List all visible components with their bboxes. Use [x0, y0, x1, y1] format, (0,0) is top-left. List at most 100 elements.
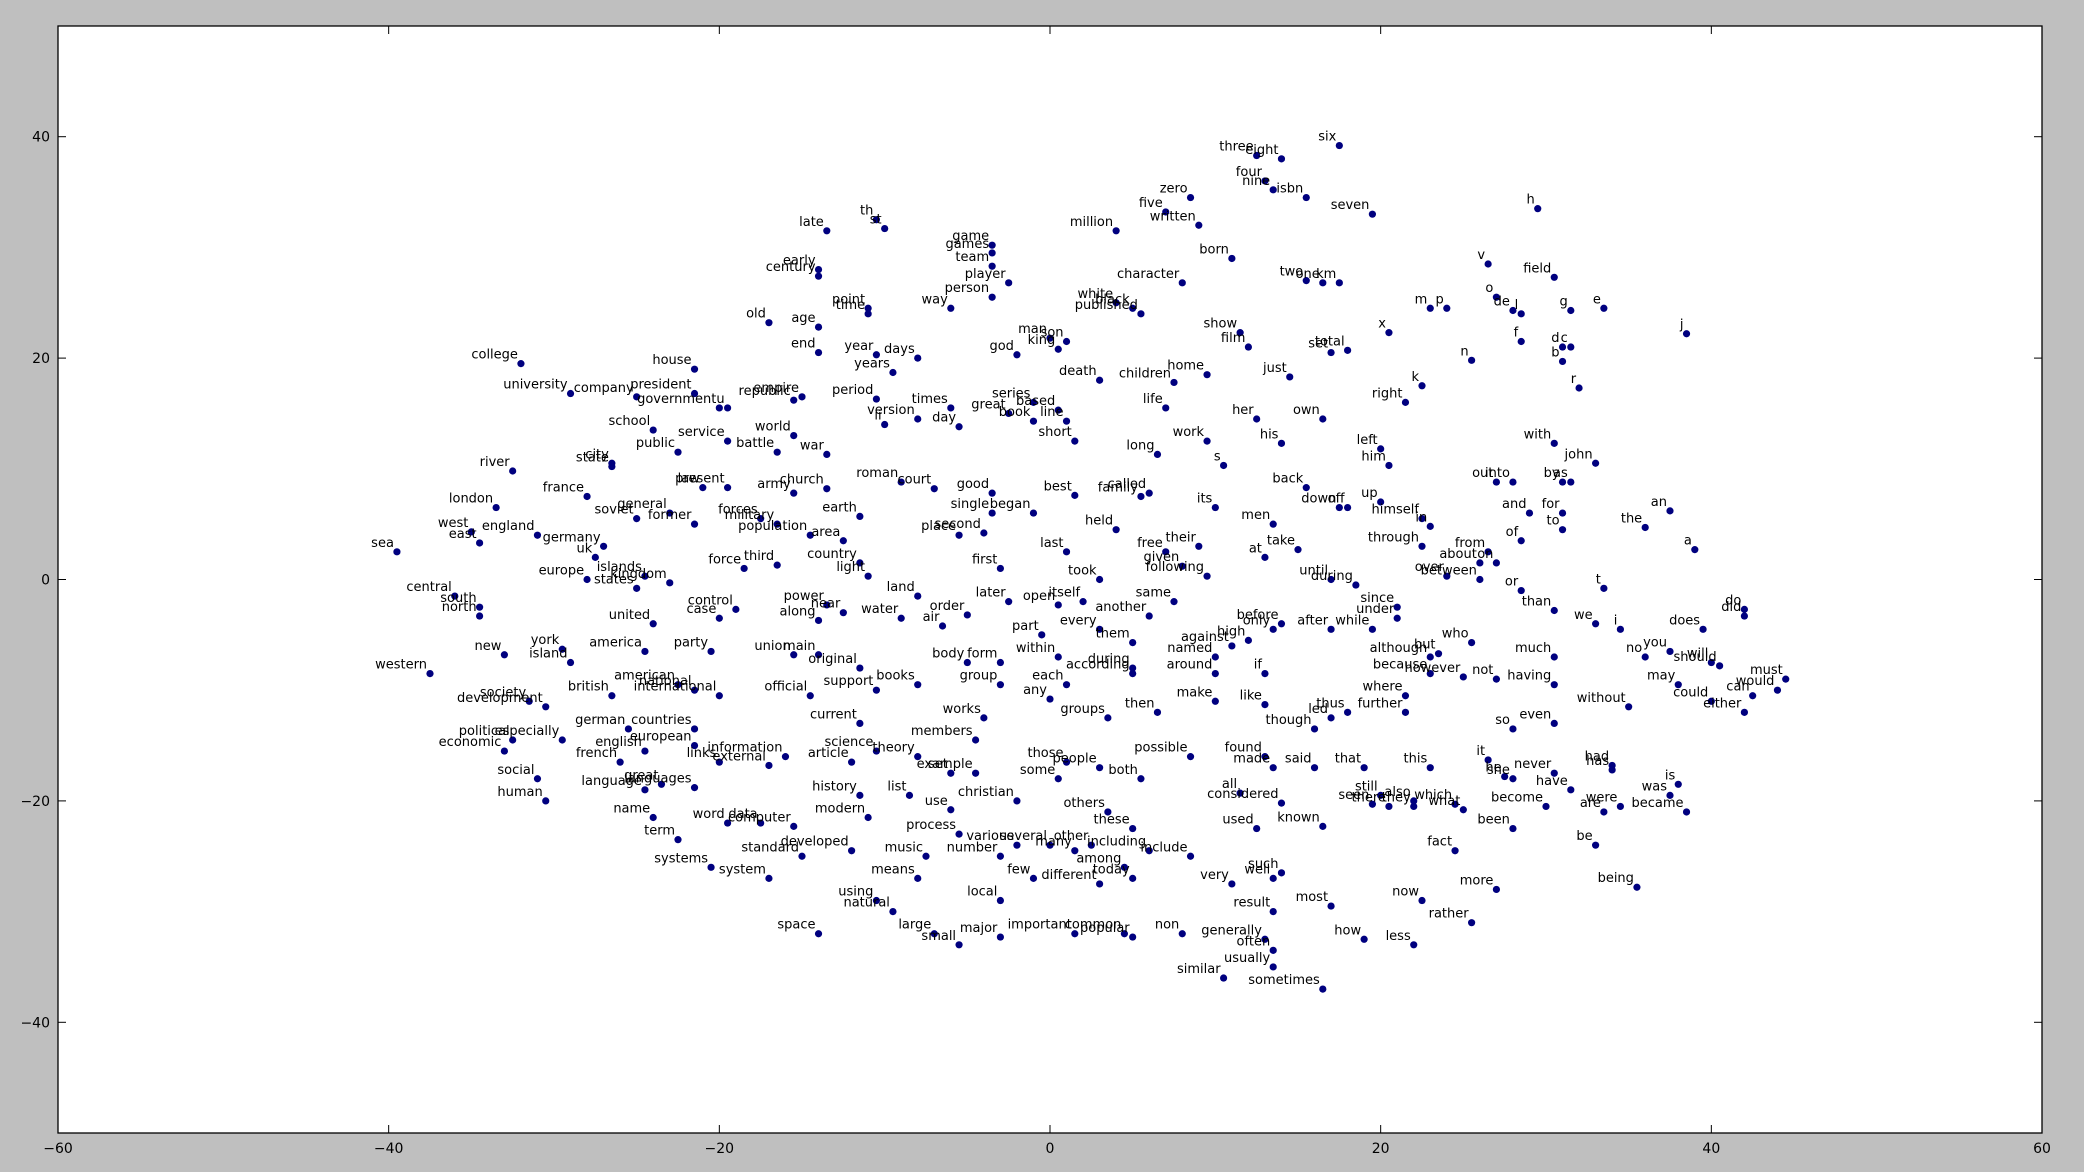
- data-point: [690, 686, 699, 694]
- data-point: [1137, 492, 1145, 501]
- point-label: those: [1027, 746, 1063, 761]
- point-label: short: [1038, 425, 1071, 440]
- data-point: [773, 448, 781, 456]
- data-point: [1129, 874, 1137, 882]
- point-label: law: [678, 472, 701, 487]
- data-point: [1261, 753, 1269, 761]
- data-point: [1236, 789, 1244, 797]
- data-point: [823, 601, 831, 609]
- point-label: who: [1442, 627, 1469, 642]
- data-point: [1592, 459, 1600, 467]
- point-label: about: [1439, 547, 1477, 562]
- data-point: [1112, 299, 1120, 307]
- point-label: u: [716, 392, 724, 407]
- data-point: [732, 605, 740, 613]
- data-point: [1319, 415, 1327, 423]
- point-label: are: [1580, 796, 1601, 811]
- point-label: data: [728, 807, 757, 822]
- data-point: [1302, 193, 1310, 202]
- point-label: o: [1485, 281, 1493, 296]
- point-label: to: [1546, 514, 1559, 529]
- point-label: today: [1093, 862, 1130, 877]
- data-point: [1186, 852, 1195, 860]
- point-label: out: [1472, 466, 1493, 481]
- point-label: members: [911, 724, 973, 739]
- y-axis: −40 −20 0 20 40: [20, 130, 2042, 1031]
- data-point: [1170, 598, 1178, 606]
- data-point: [1426, 764, 1434, 772]
- data-point: [558, 736, 566, 744]
- point-label: there: [1352, 790, 1386, 805]
- data-point: [1054, 653, 1062, 661]
- data-point: [500, 651, 508, 659]
- data-point: [1029, 874, 1038, 882]
- data-point: [1468, 356, 1476, 364]
- data-point: [955, 830, 963, 838]
- point-label: published: [1075, 298, 1138, 313]
- data-point: [715, 614, 723, 622]
- point-label: three: [1219, 140, 1253, 155]
- point-label: did: [1721, 600, 1741, 615]
- point-label: these: [1094, 813, 1130, 828]
- data-point: [699, 484, 707, 492]
- point-label: just: [1262, 361, 1287, 376]
- point-label: links: [687, 746, 717, 761]
- point-label: others: [1063, 796, 1105, 811]
- data-point: [872, 395, 881, 403]
- data-point: [1319, 822, 1327, 830]
- point-label: much: [1515, 641, 1551, 656]
- point-label: her: [1232, 403, 1254, 418]
- point-label: and: [1502, 497, 1526, 512]
- data-point: [1517, 337, 1525, 346]
- data-point: [1162, 208, 1170, 216]
- data-point: [583, 575, 591, 584]
- data-point: [715, 692, 723, 700]
- point-label: party: [674, 635, 709, 650]
- data-point: [724, 819, 732, 827]
- point-label: for: [1542, 497, 1561, 512]
- data-point: [1294, 546, 1302, 554]
- point-label: after: [1297, 613, 1328, 628]
- point-label: example: [917, 757, 973, 772]
- point-label: american: [614, 669, 675, 684]
- data-point: [823, 485, 831, 493]
- point-label: power: [784, 589, 825, 604]
- point-label: were: [1586, 790, 1618, 805]
- data-point: [1344, 708, 1352, 716]
- data-point: [1302, 277, 1310, 285]
- data-point: [765, 761, 773, 770]
- point-label: said: [1285, 752, 1312, 767]
- data-point: [1261, 177, 1269, 185]
- point-label: group: [960, 669, 998, 684]
- data-point: [1443, 572, 1451, 580]
- data-point: [1162, 548, 1170, 556]
- point-label: or: [1505, 575, 1519, 590]
- point-label: union: [754, 639, 790, 654]
- point-label: no: [1626, 641, 1642, 656]
- data-point: [1401, 398, 1410, 406]
- point-label: family: [1098, 480, 1138, 495]
- point-label: european: [630, 730, 692, 745]
- data-point: [1145, 612, 1153, 620]
- point-label: born: [1199, 242, 1229, 257]
- point-label: according: [1066, 658, 1130, 673]
- point-label: political: [459, 724, 510, 739]
- point-label: country: [807, 547, 857, 562]
- point-label: zero: [1160, 182, 1188, 197]
- point-label: theory: [872, 741, 915, 756]
- point-label: based: [1016, 394, 1055, 409]
- data-point: [616, 758, 624, 766]
- point-label: rather: [1429, 907, 1470, 922]
- data-point: [765, 874, 773, 882]
- point-label: so: [1495, 713, 1510, 728]
- data-point: [1335, 141, 1343, 150]
- point-label: both: [1108, 763, 1138, 778]
- point-label: p: [1436, 292, 1444, 307]
- data-point: [1707, 658, 1715, 667]
- data-point: [1029, 398, 1038, 406]
- point-label: a: [1684, 534, 1692, 549]
- point-label: will: [1687, 647, 1708, 662]
- data-point: [814, 651, 823, 659]
- data-point: [1153, 708, 1162, 716]
- point-label: france: [543, 480, 584, 495]
